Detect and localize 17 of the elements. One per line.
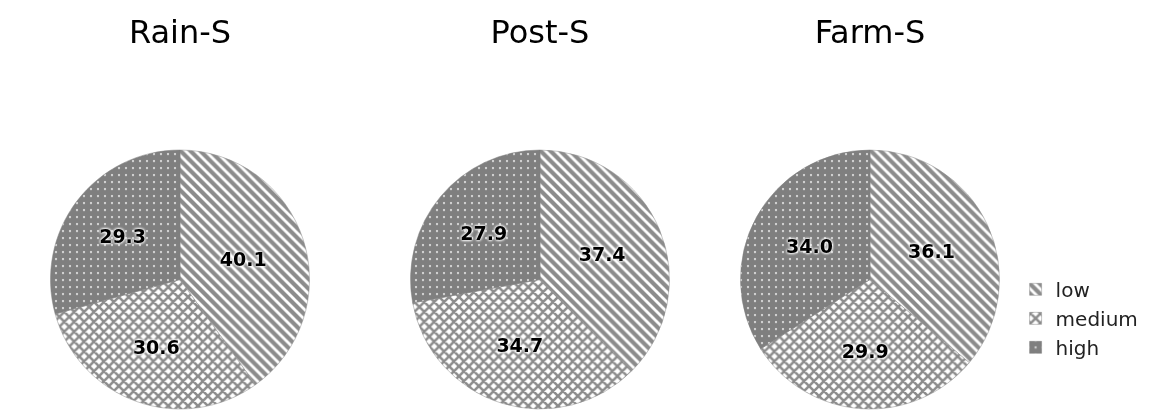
data-label: 29.9 bbox=[841, 340, 889, 362]
data-label: 36.1 bbox=[908, 239, 956, 262]
chart-title: Rain-S bbox=[128, 13, 232, 52]
data-label: 40.1 bbox=[219, 248, 267, 271]
data-label: 29.3 bbox=[99, 224, 147, 247]
pie-slice bbox=[410, 149, 541, 304]
data-label: 34.7 bbox=[496, 334, 544, 357]
legend-label: high bbox=[1055, 336, 1100, 361]
data-label: 34.0 bbox=[786, 235, 833, 258]
legend-label: low bbox=[1055, 278, 1090, 303]
legend-label: medium bbox=[1055, 307, 1138, 332]
chart-title: Farm-S bbox=[814, 13, 926, 52]
pie-slice bbox=[50, 149, 181, 315]
data-label: 37.4 bbox=[578, 242, 626, 265]
chart-title: Post-S bbox=[490, 13, 590, 52]
data-label: 30.6 bbox=[132, 335, 180, 358]
data-label: 27.9 bbox=[460, 221, 508, 244]
